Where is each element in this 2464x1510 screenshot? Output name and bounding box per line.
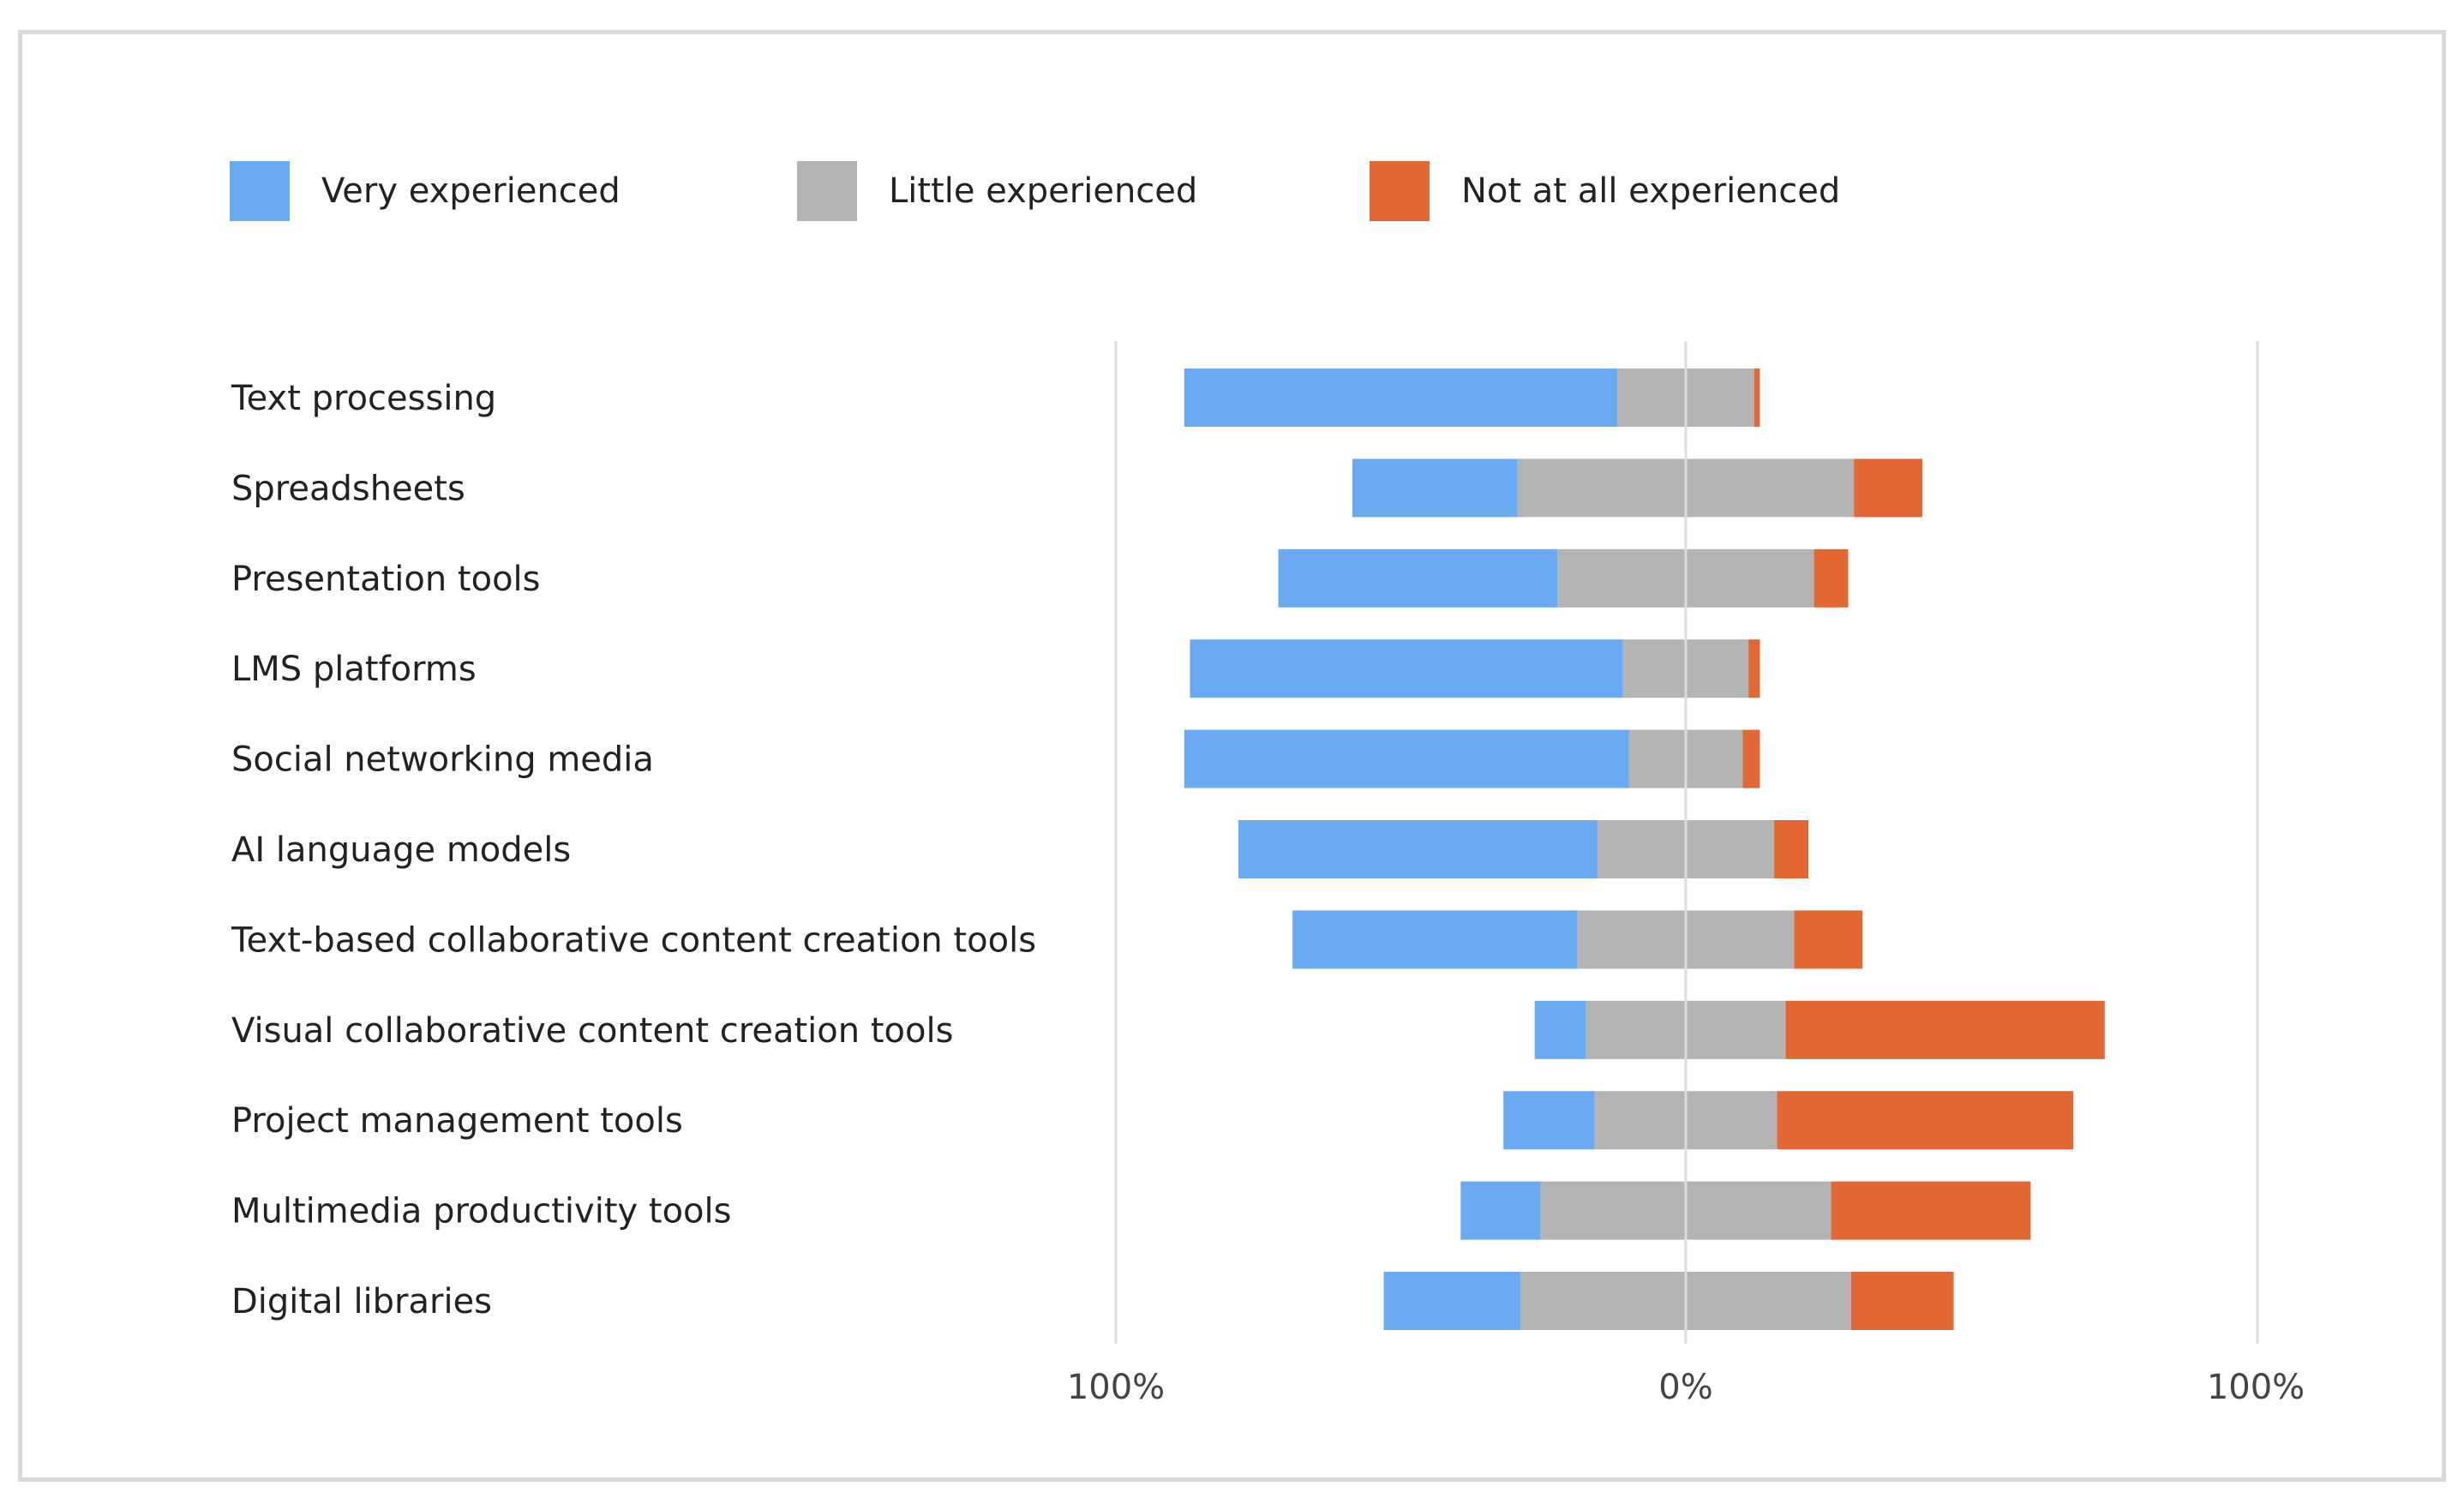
category-label-10: Digital libraries — [231, 1282, 492, 1321]
bar-10-series-2 — [1850, 1272, 1954, 1330]
legend-swatch-2 — [1370, 161, 1430, 221]
legend: Very experienced Little experienced Not at… — [230, 161, 1840, 221]
bar-8-series-0 — [1503, 1091, 1595, 1150]
x-tick-label-1: 0% — [1658, 1368, 1712, 1407]
category-label-0: Text processing — [231, 379, 496, 418]
bar-2-series-2 — [1814, 548, 1849, 608]
category-label-5: AI language models — [231, 830, 571, 870]
category-label-3: LMS platforms — [231, 650, 477, 689]
bar-3-series-2 — [1748, 639, 1760, 698]
x-tick-labels: 100% 0% 100% — [1067, 1368, 2305, 1407]
category-label-9: Multimedia productivity tools — [231, 1192, 731, 1231]
category-label-8: Project management tools — [231, 1101, 683, 1141]
bar-2-series-0 — [1278, 548, 1558, 608]
bar-9-series-0 — [1460, 1181, 1541, 1240]
bar-4-series-0 — [1184, 729, 1629, 788]
category-label-7: Visual collaborative content creation to… — [231, 1011, 953, 1051]
category-labels: Text processing Spreadsheets Presentation … — [231, 379, 1036, 1321]
bar-4-series-2 — [1742, 729, 1760, 788]
axis-lines — [1114, 341, 2259, 1344]
bar-5-series-0 — [1238, 820, 1598, 878]
legend-label-2: Not at all experienced — [1461, 171, 1840, 211]
category-label-6: Text-based collaborative content creatio… — [231, 920, 1036, 960]
legend-label-0: Very experienced — [321, 171, 620, 211]
legend-swatch-0 — [230, 161, 290, 221]
bar-0-series-2 — [1754, 369, 1760, 427]
bar-7-series-0 — [1534, 1000, 1586, 1059]
bars — [1184, 369, 2105, 1330]
bar-8-series-2 — [1777, 1091, 2074, 1150]
bar-6-series-2 — [1794, 910, 1863, 969]
bar-5-series-2 — [1774, 820, 1808, 878]
legend-swatch-1 — [797, 161, 857, 221]
category-label-2: Presentation tools — [231, 560, 541, 599]
bar-10-series-0 — [1383, 1272, 1521, 1330]
category-label-4: Social networking media — [231, 740, 654, 780]
bar-9-series-2 — [1831, 1181, 2031, 1240]
x-tick-label-2: 100% — [2207, 1368, 2305, 1407]
bar-3-series-0 — [1190, 639, 1623, 698]
legend-label-1: Little experienced — [889, 171, 1197, 211]
bar-1-series-0 — [1352, 458, 1518, 518]
category-label-1: Spreadsheets — [231, 469, 465, 508]
bar-0-series-0 — [1184, 369, 1618, 427]
bar-6-series-0 — [1292, 910, 1578, 969]
bar-7-series-2 — [1785, 1000, 2105, 1059]
bar-1-series-2 — [1854, 458, 1922, 518]
x-tick-label-0: 100% — [1067, 1368, 1165, 1407]
